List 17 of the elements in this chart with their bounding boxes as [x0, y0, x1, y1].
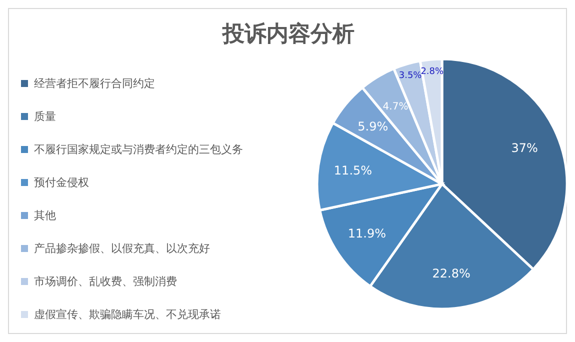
data-label: 5.9%	[358, 119, 388, 134]
data-label: 2.8%	[420, 66, 444, 77]
legend-label: 质量	[34, 109, 56, 124]
data-label: 22.8%	[432, 266, 470, 281]
legend-label: 预付金侵权	[34, 175, 89, 190]
legend-label: 其他	[34, 208, 56, 223]
legend-label: 经营者拒不履行合同约定	[34, 76, 155, 91]
data-label: 3.5%	[398, 71, 422, 82]
data-label: 11.9%	[348, 226, 386, 241]
legend-label: 虚假宣传、欺骗隐瞒车况、不兑现承诺	[34, 307, 221, 322]
data-label: 4.7%	[382, 101, 408, 112]
legend-label: 不履行国家规定或与消费者约定的三包义务	[34, 142, 243, 157]
data-label: 11.5%	[334, 164, 372, 178]
legend-label: 市场调价、乱收费、强制消费	[34, 274, 177, 289]
legend-label: 产品掺杂掺假、以假充真、以次充好	[34, 241, 210, 256]
data-label: 37%	[511, 141, 538, 156]
chart-title: 投诉内容分析	[220, 20, 356, 49]
